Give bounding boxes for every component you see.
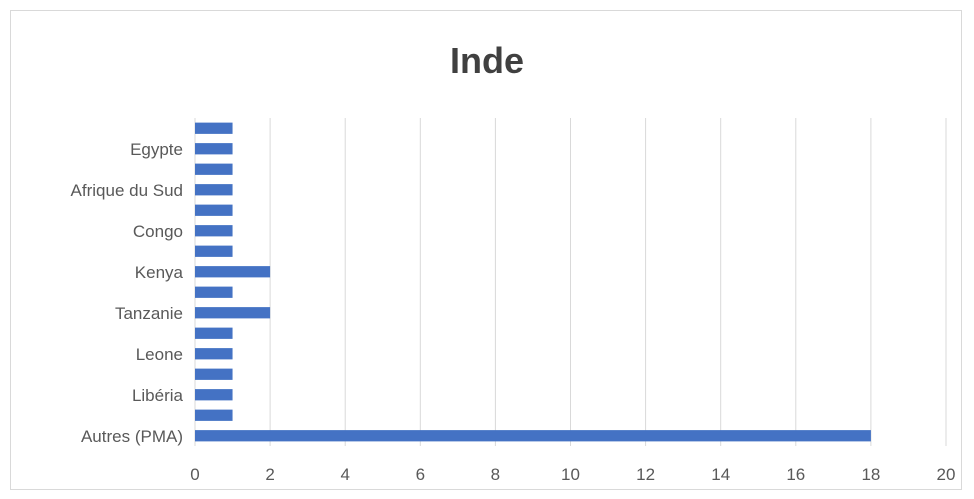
x-tick-label: 10 xyxy=(561,465,580,484)
bar xyxy=(195,348,233,360)
x-tick-label: 6 xyxy=(416,465,425,484)
x-tick-label: 0 xyxy=(190,465,199,484)
x-tick-label: 14 xyxy=(711,465,730,484)
x-tick-label: 8 xyxy=(491,465,500,484)
y-tick-label: Leone xyxy=(136,345,183,364)
bar xyxy=(195,163,233,175)
bar xyxy=(195,430,871,442)
x-tick-label: 18 xyxy=(861,465,880,484)
y-tick-label: Libéria xyxy=(132,386,184,405)
chart-frame xyxy=(10,10,962,490)
bar xyxy=(195,389,233,401)
y-tick-label: Tanzanie xyxy=(115,304,183,323)
y-tick-label: Kenya xyxy=(135,263,184,282)
bar xyxy=(195,286,233,298)
bar xyxy=(195,122,233,134)
y-tick-label: Afrique du Sud xyxy=(71,181,183,200)
bar xyxy=(195,184,233,196)
chart-title: Inde xyxy=(449,40,524,81)
x-tick-label: 4 xyxy=(340,465,349,484)
y-tick-label: Autres (PMA) xyxy=(81,427,183,446)
y-tick-label: Egypte xyxy=(130,140,183,159)
y-tick-label: Congo xyxy=(133,222,183,241)
x-tick-label: 2 xyxy=(265,465,274,484)
bar xyxy=(195,245,233,257)
x-tick-label: 12 xyxy=(636,465,655,484)
bar xyxy=(195,225,233,237)
bar xyxy=(195,307,271,319)
bar xyxy=(195,409,233,421)
bar xyxy=(195,266,271,278)
bar xyxy=(195,368,233,380)
bar xyxy=(195,327,233,339)
x-tick-label: 20 xyxy=(937,465,956,484)
x-tick-label: 16 xyxy=(786,465,805,484)
bar xyxy=(195,204,233,216)
bar xyxy=(195,143,233,155)
